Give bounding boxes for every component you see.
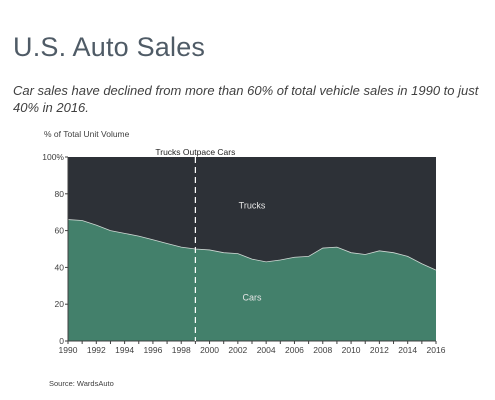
x-tick-label: 2010 [342, 345, 361, 355]
x-tick-label: 1990 [59, 345, 78, 355]
x-tick-label: 2004 [257, 345, 276, 355]
cars-trucks-boundary-line [67, 219, 437, 271]
page-title: U.S. Auto Sales [13, 32, 206, 62]
y-tick-label: 40 [55, 262, 65, 272]
x-tick-label: 1998 [172, 345, 191, 355]
chart-subtitle: Car sales have declined from more than 6… [13, 83, 479, 115]
x-tick-label: 2000 [200, 345, 219, 355]
x-tick-label: 2016 [427, 345, 446, 355]
x-tick-label: 2006 [285, 345, 304, 355]
y-tick-label: 20 [55, 299, 65, 309]
x-tick-label: 2012 [370, 345, 389, 355]
y-tick-label: 0 [59, 336, 64, 346]
y-tick-label: 80 [55, 189, 65, 199]
trucks-area [68, 157, 436, 271]
trucks-outpace-cars-annotation: Trucks Outpace Cars [155, 147, 235, 157]
y-tick-label: 100% [42, 152, 64, 162]
y-axis-label: % of Total Unit Volume [44, 129, 130, 139]
cars-area-label: Cars [242, 293, 262, 303]
x-tick-label: 1994 [115, 345, 134, 355]
trucks-area-label: Trucks [239, 201, 266, 211]
x-tick-label: 2014 [398, 345, 417, 355]
y-tick-label: 60 [55, 226, 65, 236]
x-tick-label: 2008 [313, 345, 332, 355]
x-tick-label: 2002 [228, 345, 247, 355]
x-tick-label: 1996 [143, 345, 162, 355]
x-tick-label: 1992 [87, 345, 106, 355]
source-note: Source: WardsAuto [49, 379, 114, 388]
